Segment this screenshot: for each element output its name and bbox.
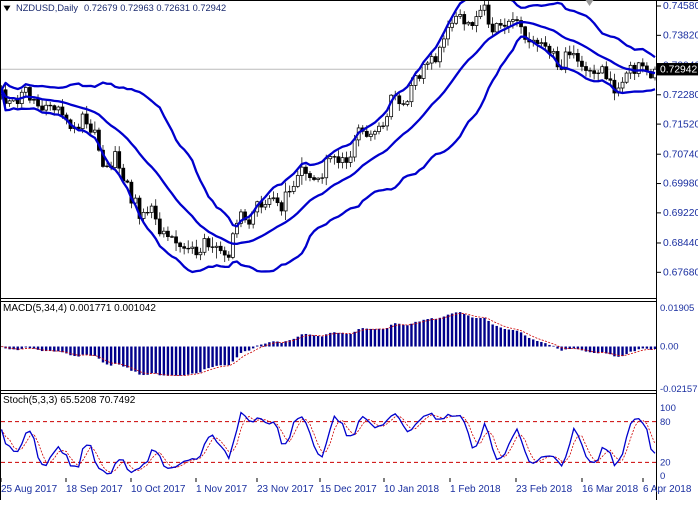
svg-text:0.00: 0.00 bbox=[660, 342, 679, 353]
svg-text:16 Mar 2018: 16 Mar 2018 bbox=[582, 484, 639, 495]
svg-text:18 Sep 2017: 18 Sep 2017 bbox=[66, 484, 123, 495]
svg-text:0.67680: 0.67680 bbox=[663, 268, 698, 279]
svg-text:15 Dec 2017: 15 Dec 2017 bbox=[320, 484, 377, 495]
svg-text:1 Feb 2018: 1 Feb 2018 bbox=[450, 484, 501, 495]
svg-text:0.72280: 0.72280 bbox=[663, 90, 698, 101]
svg-text:0.71520: 0.71520 bbox=[663, 119, 698, 130]
svg-text:20: 20 bbox=[660, 458, 671, 469]
svg-text:25 Aug 2017: 25 Aug 2017 bbox=[1, 484, 58, 495]
svg-text:1 Nov 2017: 1 Nov 2017 bbox=[196, 484, 248, 495]
svg-text:0.74580: 0.74580 bbox=[663, 1, 698, 12]
svg-text:MACD(5,34,4) 0.001771 0.001042: MACD(5,34,4) 0.001771 0.001042 bbox=[3, 303, 156, 314]
svg-text:10 Jan 2018: 10 Jan 2018 bbox=[384, 484, 439, 495]
svg-text:23 Feb 2018: 23 Feb 2018 bbox=[516, 484, 573, 495]
svg-text:0.72679 0.72963 0.72631 0.7294: 0.72679 0.72963 0.72631 0.72942 bbox=[84, 3, 226, 13]
svg-text:23 Nov 2017: 23 Nov 2017 bbox=[257, 484, 314, 495]
svg-text:0.69220: 0.69220 bbox=[663, 208, 698, 219]
svg-text:6 Apr 2018: 6 Apr 2018 bbox=[643, 484, 692, 495]
svg-text:-0.02157: -0.02157 bbox=[660, 384, 698, 395]
svg-text:Stoch(5,3,3) 65.5208 70.7492: Stoch(5,3,3) 65.5208 70.7492 bbox=[3, 395, 136, 406]
svg-text:10 Oct 2017: 10 Oct 2017 bbox=[131, 484, 186, 495]
svg-text:0.01905: 0.01905 bbox=[660, 303, 694, 314]
svg-text:100: 100 bbox=[660, 403, 676, 414]
svg-text:0.68440: 0.68440 bbox=[663, 238, 698, 249]
svg-text:0.72942: 0.72942 bbox=[660, 64, 697, 75]
svg-text:0.69980: 0.69980 bbox=[663, 179, 698, 190]
svg-text:NZDUSD,Daily: NZDUSD,Daily bbox=[16, 3, 78, 13]
svg-text:80: 80 bbox=[660, 417, 671, 428]
svg-text:0.70740: 0.70740 bbox=[663, 149, 698, 160]
svg-text:0: 0 bbox=[660, 471, 665, 482]
svg-text:0.73820: 0.73820 bbox=[663, 31, 698, 42]
